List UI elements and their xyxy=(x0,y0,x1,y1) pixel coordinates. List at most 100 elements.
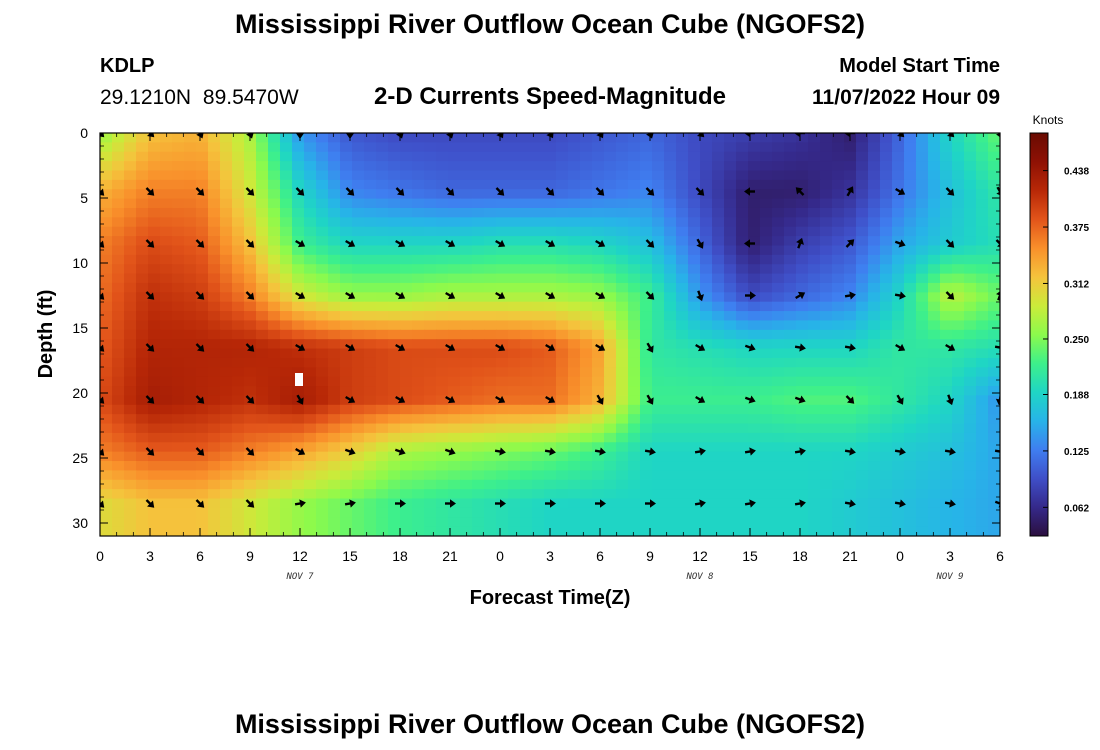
heatmap-cell xyxy=(172,254,185,265)
heatmap-cell xyxy=(544,451,557,462)
heatmap-cell xyxy=(520,404,533,415)
heatmap-cell xyxy=(160,236,173,247)
heatmap-cell xyxy=(964,423,977,434)
heatmap-cell xyxy=(460,151,473,162)
heatmap-cell xyxy=(712,526,725,536)
heatmap-cell xyxy=(292,386,305,397)
heatmap-cell xyxy=(400,170,413,181)
heatmap-cell xyxy=(724,254,737,265)
heatmap-cell xyxy=(784,517,797,528)
heatmap-cell xyxy=(472,404,485,415)
heatmap-cell xyxy=(916,329,929,340)
heatmap-cell xyxy=(640,282,653,293)
heatmap-cell xyxy=(904,479,917,490)
heatmap-cell xyxy=(328,395,341,406)
heatmap-cell xyxy=(508,404,521,415)
heatmap-cell xyxy=(988,198,1000,209)
heatmap-cell xyxy=(616,348,629,359)
heatmap-cell xyxy=(556,367,569,378)
heatmap-cell xyxy=(760,404,773,415)
heatmap-cell xyxy=(148,470,161,481)
heatmap-cell xyxy=(412,507,425,518)
heatmap-cell xyxy=(352,254,365,265)
heatmap-cell xyxy=(772,470,785,481)
heatmap-cell xyxy=(232,329,245,340)
heatmap-cell xyxy=(952,404,965,415)
colorbar-tick-label: 0.438 xyxy=(1064,167,1089,178)
heatmap-cell xyxy=(964,386,977,397)
heatmap-cell xyxy=(328,451,341,462)
heatmap-cell xyxy=(172,376,185,387)
heatmap-cell xyxy=(376,357,389,368)
heatmap-cell xyxy=(424,423,437,434)
heatmap-cell xyxy=(520,357,533,368)
heatmap-cell xyxy=(724,189,737,200)
heatmap-cell xyxy=(544,479,557,490)
heatmap-cell xyxy=(112,142,125,153)
heatmap-cell xyxy=(928,507,941,518)
heatmap-cell xyxy=(100,489,113,500)
heatmap-cell xyxy=(784,451,797,462)
heatmap-cell xyxy=(436,451,449,462)
heatmap-cell xyxy=(328,198,341,209)
heatmap-cell xyxy=(208,479,221,490)
heatmap-cell xyxy=(652,264,665,275)
heatmap-cell xyxy=(832,236,845,247)
heatmap-cell xyxy=(976,254,989,265)
heatmap-cell xyxy=(484,348,497,359)
heatmap-cell xyxy=(448,451,461,462)
heatmap-cell xyxy=(424,282,437,293)
heatmap-cell xyxy=(220,217,233,228)
heatmap-cell xyxy=(952,179,965,190)
heatmap-cell xyxy=(604,217,617,228)
heatmap-cell xyxy=(256,367,269,378)
heatmap-cell xyxy=(316,189,329,200)
heatmap-cell xyxy=(952,386,965,397)
heatmap-cell xyxy=(400,236,413,247)
heatmap-cell xyxy=(652,142,665,153)
heatmap-cell xyxy=(184,236,197,247)
heatmap-cell xyxy=(724,142,737,153)
heatmap-cell xyxy=(256,432,269,443)
heatmap-cell xyxy=(820,470,833,481)
heatmap-cell xyxy=(976,292,989,303)
heatmap-cell xyxy=(424,311,437,322)
heatmap-cell xyxy=(964,526,977,536)
heatmap-cell xyxy=(700,161,713,172)
heatmap-cell xyxy=(508,432,521,443)
heatmap-cell xyxy=(484,142,497,153)
current-arrow xyxy=(145,187,155,196)
heatmap-cell xyxy=(568,395,581,406)
heatmap-cell xyxy=(124,329,137,340)
heatmap-cell xyxy=(472,189,485,200)
heatmap-cell xyxy=(280,395,293,406)
x-tick-label: 18 xyxy=(792,548,808,564)
heatmap-cell xyxy=(940,189,953,200)
heatmap-cell xyxy=(664,179,677,190)
heatmap-cell xyxy=(232,151,245,162)
heatmap-cell xyxy=(340,217,353,228)
heatmap-cell xyxy=(652,133,665,143)
heatmap-cell xyxy=(136,386,149,397)
heatmap-cell xyxy=(136,517,149,528)
heatmap-cell xyxy=(196,329,209,340)
heatmap-cell xyxy=(964,357,977,368)
heatmap-cell xyxy=(892,339,905,350)
heatmap-cell xyxy=(880,189,893,200)
heatmap-cell xyxy=(976,217,989,228)
heatmap-cell xyxy=(568,432,581,443)
heatmap-cell xyxy=(808,161,821,172)
heatmap-cell xyxy=(136,339,149,350)
heatmap-cell xyxy=(616,423,629,434)
heatmap-cell xyxy=(268,517,281,528)
heatmap-cell xyxy=(100,292,113,303)
heatmap-cell xyxy=(100,161,113,172)
heatmap-cell xyxy=(604,329,617,340)
heatmap-cell xyxy=(244,442,257,453)
heatmap-cell xyxy=(580,517,593,528)
heatmap-cell xyxy=(100,311,113,322)
heatmap-cell xyxy=(832,348,845,359)
heatmap-cell xyxy=(676,217,689,228)
heatmap-cell xyxy=(424,292,437,303)
heatmap-cell xyxy=(364,320,377,331)
